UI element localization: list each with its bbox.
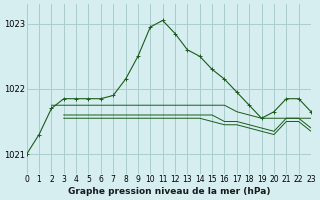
- X-axis label: Graphe pression niveau de la mer (hPa): Graphe pression niveau de la mer (hPa): [68, 187, 270, 196]
